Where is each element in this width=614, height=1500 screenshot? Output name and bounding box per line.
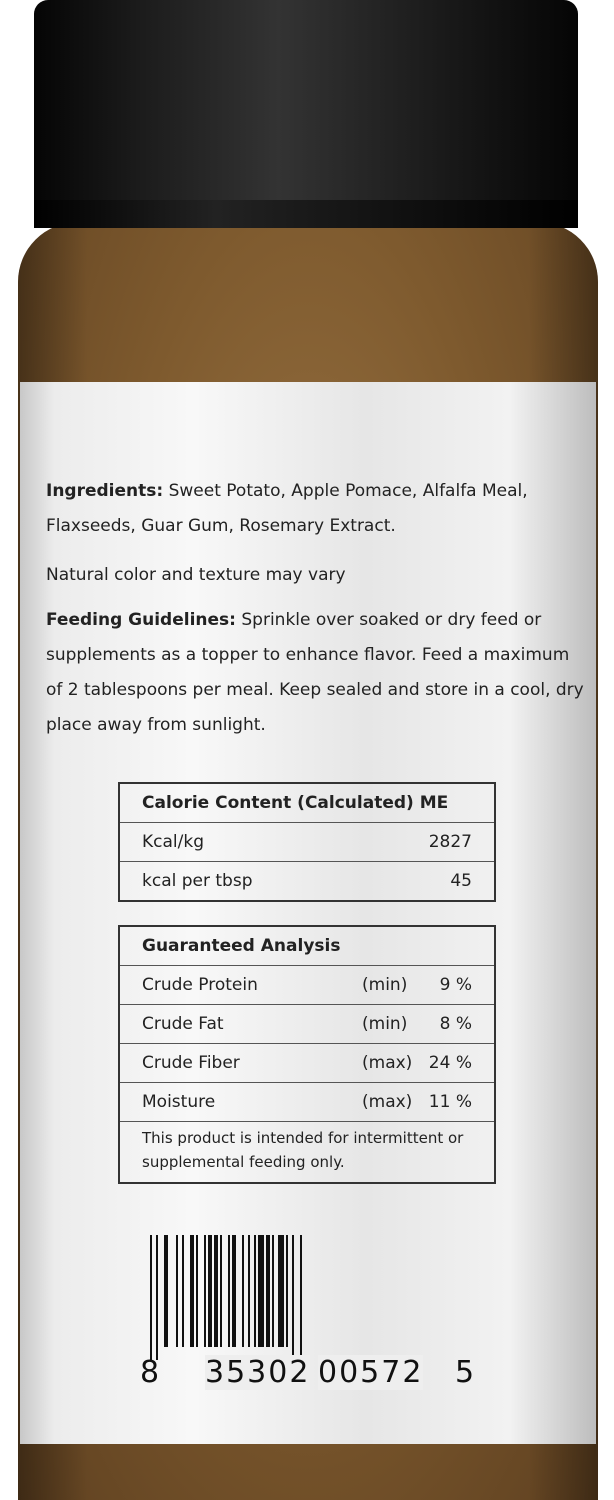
barcode-bar	[228, 1235, 230, 1347]
row-value: 45	[450, 871, 472, 891]
barcode-bar	[300, 1235, 302, 1360]
barcode-digits-left: 35302	[205, 1355, 311, 1390]
barcode-bar	[278, 1235, 284, 1347]
row-name: Crude Protein	[142, 975, 258, 995]
feeding-guidelines: Feeding Guidelines: Sprinkle over soaked…	[46, 603, 586, 743]
barcode-space	[168, 1235, 176, 1347]
ingredients-text: Sweet Potato, Apple Pomace, Alfalfa Meal…	[46, 481, 528, 536]
table-row: Crude Protein (min) 9 %	[120, 965, 494, 1004]
barcode-digit-last: 5	[455, 1355, 475, 1390]
barcode-bar	[182, 1235, 184, 1347]
barcode	[150, 1235, 410, 1375]
barcode-bar	[196, 1235, 198, 1347]
row-value: 9 %	[439, 975, 472, 995]
table-row: Crude Fiber (max) 24 %	[120, 1043, 494, 1082]
analysis-title: Guaranteed Analysis	[142, 936, 341, 956]
barcode-bar	[214, 1235, 218, 1347]
row-value: 24 %	[428, 1053, 472, 1073]
barcode-bar	[286, 1235, 288, 1347]
product-label	[20, 382, 596, 1444]
row-name: Moisture	[142, 1092, 216, 1112]
row-name: Crude Fat	[142, 1014, 224, 1034]
row-name: Crude Fiber	[142, 1053, 240, 1073]
barcode-bar	[248, 1235, 250, 1347]
row-qualifier: (max)	[362, 1053, 413, 1073]
barcode-bar	[258, 1235, 264, 1347]
row-qualifier: (min)	[362, 975, 408, 995]
guaranteed-analysis-table: Guaranteed Analysis Crude Protein (min) 9 …	[118, 925, 496, 1184]
barcode-space	[302, 1235, 304, 1360]
cap-ridge	[34, 200, 578, 228]
barcode-bar	[220, 1235, 222, 1347]
table-row: Moisture (max) 11 %	[120, 1082, 494, 1121]
feeding-heading: Feeding Guidelines:	[46, 610, 236, 630]
calorie-table: Calorie Content (Calculated) ME Kcal/kg 2…	[118, 782, 496, 902]
row-value: 8 %	[439, 1014, 472, 1034]
calorie-title: Calorie Content (Calculated) ME	[142, 793, 449, 813]
barcode-digit-first: 8	[140, 1355, 160, 1390]
row-name: Kcal/kg	[142, 832, 204, 852]
jar-cap	[34, 0, 578, 228]
row-name: kcal per tbsp	[142, 871, 253, 891]
ingredients: Ingredients: Sweet Potato, Apple Pomace,…	[46, 474, 586, 544]
table-row: Kcal/kg 2827	[120, 822, 494, 861]
barcode-bar	[204, 1235, 206, 1347]
barcode-bar	[266, 1235, 270, 1347]
barcode-bar	[190, 1235, 194, 1347]
row-qualifier: (min)	[362, 1014, 408, 1034]
barcode-bar	[150, 1235, 152, 1360]
table-row: Crude Fat (min) 8 %	[120, 1004, 494, 1043]
barcode-bar	[164, 1235, 168, 1347]
barcode-bar	[208, 1235, 212, 1347]
barcode-bar	[176, 1235, 178, 1347]
barcode-digits-right: 00572	[318, 1355, 424, 1390]
row-value: 11 %	[428, 1092, 472, 1112]
ingredients-heading: Ingredients:	[46, 481, 164, 501]
feeding-note: This product is intended for intermitten…	[120, 1121, 494, 1182]
feeding-text: Sprinkle over soaked or dry feed or supp…	[46, 610, 584, 735]
barcode-bar	[156, 1235, 158, 1360]
barcode-bar	[254, 1235, 256, 1347]
row-value: 2827	[428, 832, 472, 852]
variation-note: Natural color and texture may vary	[46, 565, 346, 585]
barcode-bar	[292, 1235, 294, 1360]
barcode-bar	[272, 1235, 274, 1347]
barcode-bar	[232, 1235, 236, 1347]
barcode-bar	[242, 1235, 244, 1347]
table-row: kcal per tbsp 45	[120, 861, 494, 900]
row-qualifier: (max)	[362, 1092, 413, 1112]
